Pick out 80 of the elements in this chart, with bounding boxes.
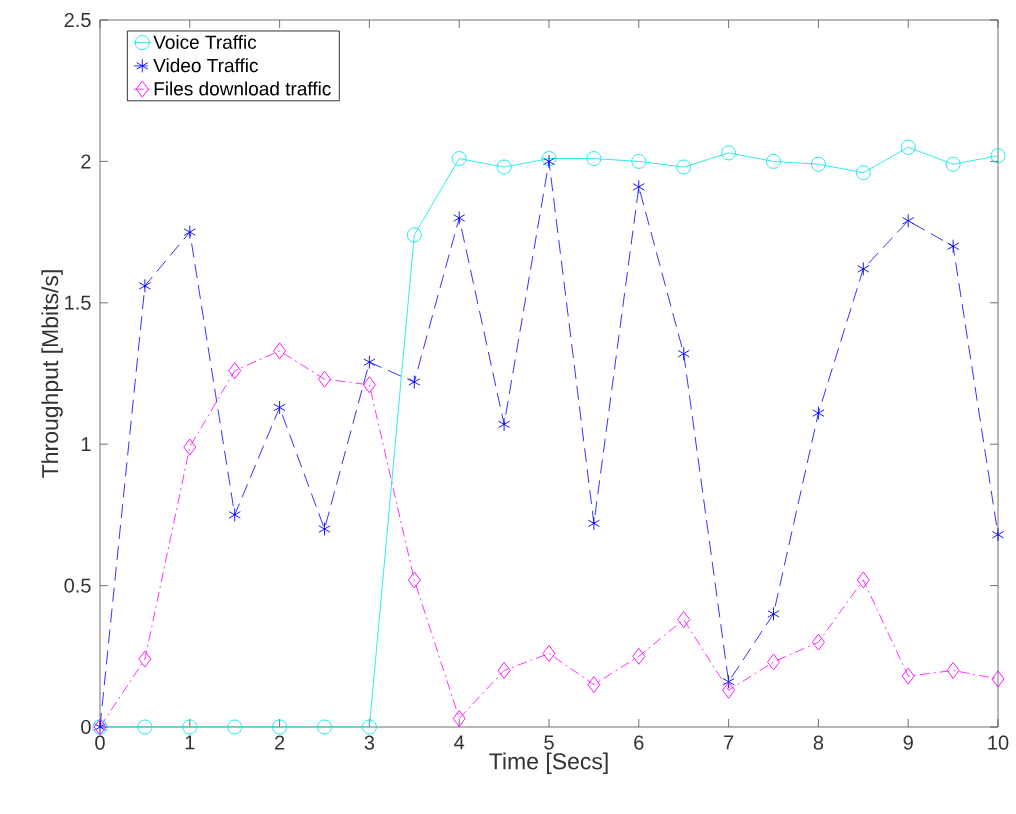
point bbox=[498, 417, 511, 432]
point bbox=[990, 148, 1006, 164]
x-tick-label: 5 bbox=[544, 735, 554, 750]
x-tick-label: 7 bbox=[724, 735, 734, 750]
point bbox=[586, 151, 602, 167]
point bbox=[722, 674, 735, 689]
point bbox=[631, 153, 647, 169]
point bbox=[810, 156, 826, 172]
point bbox=[227, 719, 243, 735]
x-tick-label: 6 bbox=[634, 735, 644, 750]
point bbox=[946, 661, 960, 679]
point bbox=[138, 278, 151, 293]
point bbox=[361, 719, 377, 735]
point bbox=[362, 376, 376, 394]
point bbox=[991, 527, 1005, 542]
point bbox=[408, 375, 421, 389]
x-tick-label: 3 bbox=[364, 735, 375, 750]
point bbox=[273, 342, 287, 360]
x-tick-label: 1 bbox=[185, 735, 195, 750]
point bbox=[273, 400, 286, 415]
point bbox=[272, 719, 288, 735]
x-tick-label: 10 bbox=[988, 735, 1009, 750]
point bbox=[363, 355, 376, 370]
y-tick-label: 0.5 bbox=[64, 578, 91, 593]
point bbox=[228, 362, 242, 380]
point bbox=[587, 676, 601, 694]
point bbox=[632, 179, 645, 194]
y-tick-label: 2.5 bbox=[64, 12, 91, 28]
point bbox=[183, 225, 196, 240]
point bbox=[453, 211, 466, 225]
point bbox=[677, 346, 690, 361]
point bbox=[497, 661, 511, 679]
y-tick-label: 2 bbox=[81, 154, 91, 169]
point bbox=[901, 667, 915, 685]
point bbox=[228, 507, 241, 522]
legend-label: Files download traffic bbox=[154, 81, 331, 96]
y-axis-title: Throughput [Mbits/s] bbox=[41, 270, 63, 478]
point bbox=[632, 647, 646, 665]
point bbox=[542, 645, 556, 662]
point bbox=[991, 670, 1005, 688]
x-tick-label: 2 bbox=[275, 735, 285, 750]
x-tick-label: 8 bbox=[813, 735, 824, 750]
x-tick-label: 9 bbox=[903, 735, 913, 750]
y-tick-label: 1.5 bbox=[65, 295, 91, 310]
point bbox=[947, 239, 960, 254]
point bbox=[182, 719, 198, 735]
point bbox=[677, 611, 691, 628]
point bbox=[812, 406, 825, 421]
point bbox=[767, 606, 780, 621]
point bbox=[452, 710, 466, 727]
point bbox=[138, 650, 152, 668]
point bbox=[317, 719, 332, 735]
point bbox=[766, 153, 781, 169]
x-tick-label: 4 bbox=[454, 735, 465, 750]
point bbox=[496, 159, 512, 175]
point bbox=[183, 438, 197, 456]
point bbox=[318, 522, 331, 536]
point bbox=[722, 681, 736, 699]
point bbox=[857, 261, 870, 276]
x-axis-title: Time [Secs] bbox=[489, 752, 608, 774]
x-tick-label: 0 bbox=[95, 735, 105, 750]
point bbox=[855, 165, 871, 181]
legend-label: Video Traffic bbox=[153, 58, 258, 73]
point bbox=[406, 227, 422, 243]
point bbox=[900, 139, 916, 155]
point bbox=[767, 653, 780, 671]
point bbox=[137, 719, 153, 735]
point bbox=[945, 156, 961, 172]
point bbox=[856, 571, 870, 589]
point bbox=[318, 370, 331, 388]
point bbox=[902, 213, 915, 228]
legend-label: Voice Traffic bbox=[153, 35, 257, 49]
y-tick-label: 1 bbox=[81, 437, 91, 452]
point bbox=[676, 159, 692, 175]
y-tick-label: 0 bbox=[81, 719, 91, 735]
point bbox=[811, 633, 825, 651]
point bbox=[407, 571, 421, 589]
point bbox=[587, 516, 600, 531]
point bbox=[721, 145, 737, 161]
point bbox=[451, 151, 467, 167]
